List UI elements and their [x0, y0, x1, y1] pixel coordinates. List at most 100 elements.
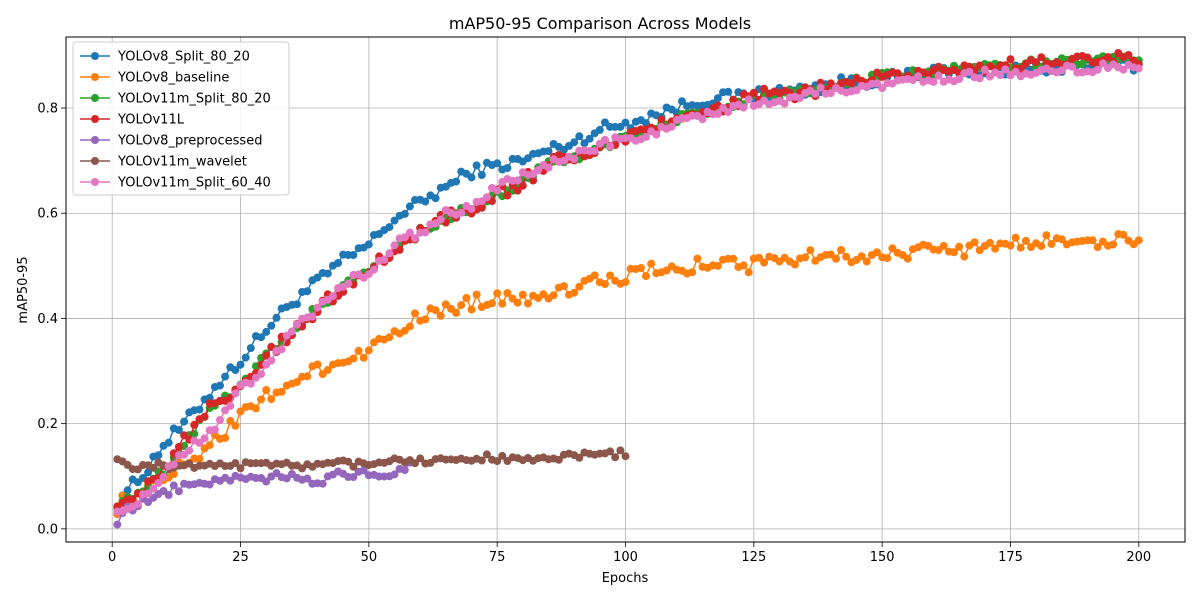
data-point — [1057, 235, 1066, 244]
data-point — [390, 241, 399, 250]
data-point — [1068, 62, 1077, 71]
data-point — [169, 470, 178, 479]
data-point — [554, 455, 563, 464]
data-point — [257, 370, 266, 378]
data-point — [226, 401, 235, 410]
data-point — [832, 254, 840, 263]
data-point — [642, 132, 650, 141]
data-point — [1001, 65, 1010, 74]
data-point — [174, 426, 183, 434]
legend-marker — [91, 73, 99, 81]
data-point — [590, 271, 599, 280]
data-point — [205, 393, 214, 402]
data-point — [293, 378, 301, 386]
x-tick-label: 200 — [1126, 550, 1151, 565]
data-point — [257, 395, 266, 404]
data-point — [503, 191, 512, 200]
data-point — [144, 468, 153, 477]
data-point — [1134, 236, 1143, 245]
legend-marker — [91, 157, 99, 165]
data-point — [370, 265, 378, 274]
data-point — [1037, 53, 1046, 62]
data-point — [570, 155, 579, 163]
data-point — [524, 299, 532, 308]
legend-item: YOLOv11m_Split_80_20 — [80, 92, 271, 107]
data-point — [436, 311, 445, 320]
data-point — [970, 238, 979, 247]
series-YOLOv11m_wavelet — [113, 446, 630, 474]
data-point — [955, 242, 964, 251]
data-point — [616, 446, 625, 455]
data-point — [226, 476, 235, 485]
data-point — [518, 290, 527, 299]
data-point — [1088, 236, 1097, 245]
data-point — [452, 177, 461, 186]
data-point — [359, 466, 368, 475]
data-point — [482, 450, 491, 459]
data-point — [570, 138, 579, 147]
data-point — [960, 252, 969, 261]
data-point — [1119, 230, 1128, 239]
data-point — [929, 77, 938, 86]
data-point — [210, 425, 219, 434]
data-point — [303, 474, 312, 483]
x-tick-label: 150 — [870, 550, 895, 565]
data-point — [405, 202, 414, 211]
legend-item: YOLOv8_Split_80_20 — [80, 50, 250, 65]
data-point — [262, 386, 271, 394]
data-point — [601, 135, 609, 144]
data-point — [503, 289, 512, 298]
data-point — [559, 282, 568, 291]
data-point — [606, 447, 615, 456]
data-point — [262, 327, 271, 336]
data-point — [241, 353, 250, 362]
data-point — [313, 360, 322, 369]
data-point — [621, 118, 630, 127]
x-tick-label: 50 — [361, 550, 378, 565]
data-point — [452, 308, 461, 317]
data-point — [441, 300, 450, 309]
data-point — [934, 71, 943, 80]
data-point — [513, 176, 522, 185]
data-point — [431, 194, 440, 203]
data-point — [1119, 65, 1128, 74]
data-point — [862, 257, 871, 266]
data-point — [724, 108, 733, 117]
data-point — [878, 84, 887, 93]
data-point — [421, 197, 430, 206]
axis-ticks: 0 25 50 75 100 125 150 175 200 0.0 0.2 0.4 0.6 0.8 — [37, 102, 1151, 565]
x-tick-label: 100 — [613, 550, 638, 565]
data-point — [364, 346, 373, 355]
x-tick-label: 175 — [998, 550, 1023, 565]
data-point — [154, 451, 163, 460]
data-point — [744, 268, 753, 277]
data-point — [621, 278, 630, 287]
data-point — [159, 473, 168, 482]
data-point — [780, 99, 789, 108]
data-point — [513, 186, 522, 195]
data-point — [385, 333, 394, 342]
data-point — [154, 479, 163, 487]
data-point — [436, 215, 445, 224]
data-point — [477, 171, 486, 179]
data-point — [811, 89, 820, 98]
data-point — [713, 94, 722, 103]
data-point — [472, 161, 481, 170]
data-point — [498, 299, 507, 308]
data-point — [200, 434, 209, 443]
data-point — [395, 245, 404, 254]
data-point — [262, 477, 271, 486]
data-point — [467, 173, 476, 182]
data-point — [169, 481, 178, 490]
data-point — [344, 457, 353, 466]
legend: YOLOv8_Split_80_20 YOLOv8_baseline YOLOv11… — [72, 41, 290, 196]
data-point — [837, 73, 846, 82]
data-point — [739, 103, 748, 112]
data-point — [955, 75, 964, 83]
data-point — [1098, 59, 1107, 68]
data-point — [323, 366, 332, 374]
x-tick-label: 75 — [489, 550, 506, 565]
data-point — [893, 69, 902, 78]
data-point — [857, 252, 866, 261]
